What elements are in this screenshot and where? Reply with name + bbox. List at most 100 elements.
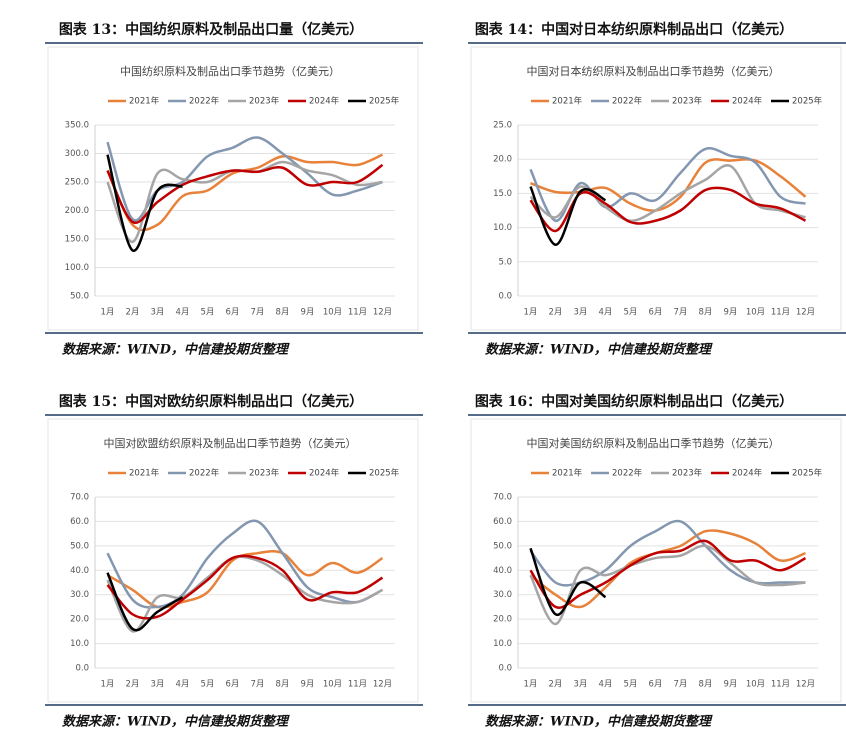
chart-title: 中国对日本纺织原料及制品出口季节趋势（亿美元） [527,64,780,78]
legend-label: 2023年 [249,468,280,479]
legend-label: 2023年 [672,96,703,107]
caption: 图表 16：中国对美国纺织原料制品出口（亿美元） [475,393,793,410]
legend-label: 2021年 [552,96,583,107]
x-tick-label: 2月 [126,308,140,318]
y-tick-label: 15.0 [493,189,512,199]
x-tick-label: 1月 [524,680,538,690]
y-tick-label: 60.0 [70,517,89,527]
x-tick-label: 2月 [549,308,563,318]
series-line [106,136,383,222]
y-tick-label: 50.0 [70,292,89,302]
x-tick-label: 7月 [251,308,265,318]
caption: 图表 14：中国对日本纺织原料制品出口（亿美元） [475,21,793,38]
x-tick-label: 4月 [176,680,190,690]
legend-label: 2021年 [129,468,160,479]
x-tick-label: 8月 [699,308,713,318]
x-tick-label: 1月 [101,680,115,690]
x-tick-label: 6月 [226,308,240,318]
y-tick-label: 50.0 [70,541,89,551]
caption: 图表 15：中国对欧纺织原料制品出口（亿美元） [59,393,363,410]
x-tick-label: 8月 [276,308,290,318]
x-tick-label: 10月 [746,308,765,318]
legend-label: 2024年 [732,468,763,479]
x-tick-label: 9月 [724,680,738,690]
legend-label: 2023年 [672,468,703,479]
x-tick-label: 12月 [796,308,815,318]
series-line [106,154,183,252]
y-tick-label: 10.0 [493,639,512,649]
x-tick-label: 7月 [674,308,688,318]
y-tick-label: 0.0 [498,292,512,302]
x-tick-label: 6月 [649,680,663,690]
x-tick-label: 10月 [323,680,342,690]
series-line [529,547,607,616]
x-tick-label: 5月 [624,680,638,690]
legend-label: 2025年 [792,468,823,479]
y-tick-label: 5.0 [498,257,512,267]
source: 数据来源：WIND，中信建投期货整理 [485,342,713,358]
legend-label: 2021年 [129,96,160,107]
y-tick-label: 10.0 [70,639,89,649]
chart-frame [470,46,842,331]
series-line [106,572,184,632]
x-tick-label: 3月 [151,680,165,690]
x-tick-label: 8月 [276,680,290,690]
series-line [529,544,806,626]
y-tick-label: 30.0 [70,590,89,600]
x-tick-label: 8月 [699,680,713,690]
y-tick-label: 70.0 [493,493,512,503]
chart-title: 中国纺织原料及制品出口季节趋势（亿美元） [120,64,340,78]
x-tick-label: 11月 [348,680,367,690]
x-tick-label: 12月 [796,680,815,690]
y-tick-label: 20.0 [493,155,512,165]
x-tick-label: 5月 [201,680,215,690]
y-tick-label: 150.0 [65,235,89,245]
x-tick-label: 10月 [746,680,765,690]
y-tick-label: 250.0 [65,178,89,188]
legend-label: 2025年 [369,468,400,479]
x-tick-label: 4月 [599,308,613,318]
x-tick-label: 9月 [301,680,315,690]
x-tick-label: 11月 [348,308,367,318]
x-tick-label: 3月 [574,308,588,318]
series-line [106,554,384,620]
x-tick-label: 11月 [771,680,790,690]
y-tick-label: 40.0 [70,566,89,576]
x-tick-label: 3月 [574,680,588,690]
y-tick-label: 0.0 [498,664,512,674]
legend-label: 2024年 [732,96,763,107]
chart-title: 中国对欧盟纺织原料及制品出口季节趋势（亿美元） [104,436,357,450]
legend-label: 2022年 [612,468,643,479]
x-tick-label: 4月 [176,308,190,318]
y-tick-label: 30.0 [493,590,512,600]
x-tick-label: 9月 [724,308,738,318]
x-tick-label: 6月 [649,308,663,318]
series-line [529,147,806,222]
x-tick-label: 5月 [624,308,638,318]
source: 数据来源：WIND，中信建投期货整理 [62,714,290,730]
y-tick-label: 50.0 [493,541,512,551]
x-tick-label: 7月 [251,680,265,690]
series-line [529,539,807,609]
x-tick-label: 9月 [301,308,315,318]
x-tick-label: 2月 [549,680,563,690]
x-tick-label: 5月 [201,308,215,318]
caption: 图表 13：中国纺织原料及制品出口量（亿美元） [59,21,363,38]
y-tick-label: 20.0 [493,615,512,625]
legend-label: 2025年 [792,96,823,107]
y-tick-label: 100.0 [65,263,89,273]
x-tick-label: 12月 [373,308,392,318]
series-line [529,186,607,246]
legend-label: 2022年 [189,96,220,107]
x-tick-label: 3月 [151,308,165,318]
x-tick-label: 6月 [226,680,240,690]
legend-label: 2022年 [612,96,643,107]
x-tick-label: 11月 [771,308,790,318]
x-tick-label: 1月 [101,308,115,318]
series-line [106,163,384,224]
y-tick-label: 20.0 [70,615,89,625]
chart-title: 中国对美国纺织原料及制品出口季节趋势（亿美元） [527,436,780,450]
x-tick-label: 7月 [674,680,688,690]
y-tick-label: 70.0 [70,493,89,503]
